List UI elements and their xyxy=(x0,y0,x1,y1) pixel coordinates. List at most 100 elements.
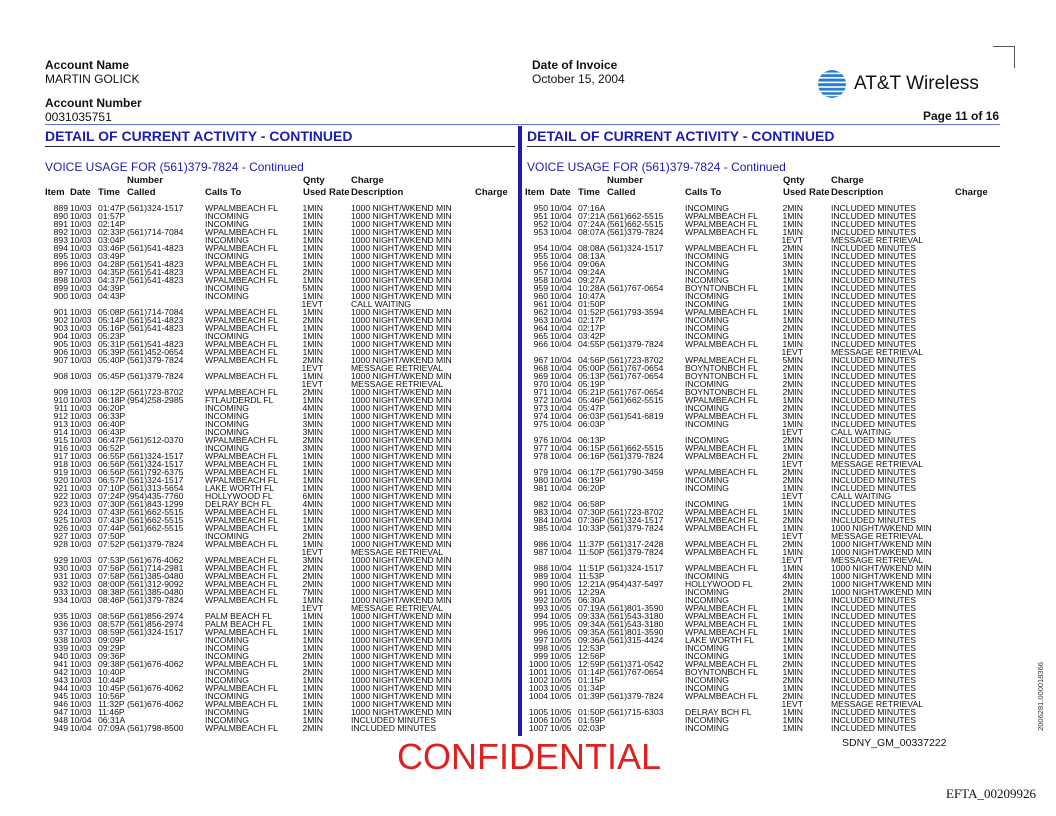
calls-to: INCOMING xyxy=(685,643,729,653)
date: 10/04 xyxy=(550,355,572,365)
calls-to: INCOMING xyxy=(685,331,729,341)
calls-to: WPALMBEACH FL xyxy=(685,619,758,629)
charge-description: INCLUDED MINUTES xyxy=(831,307,916,317)
charge-description: 1000 NIGHT/WKEND MIN xyxy=(351,427,452,437)
table-row: 923 10/03 07:30P (561)843-1299 DELRAY BCH FL… xyxy=(45,499,515,509)
number-called: (561)856-2974 xyxy=(127,619,184,629)
item-number: 924 xyxy=(53,507,68,517)
quantity: 1MIN xyxy=(782,283,803,293)
column-header-description: Description xyxy=(831,187,884,198)
item-number: 954 xyxy=(533,243,548,253)
time: 06:58P xyxy=(578,499,606,509)
quantity: 1MIN xyxy=(302,675,323,685)
time: 06:57P xyxy=(98,475,126,485)
item-number: 1005 xyxy=(528,707,548,717)
table-row: 976 10/04 06:13P INCOMING 2MIN INCLUDED MINUT… xyxy=(525,436,995,445)
date: 10/03 xyxy=(70,587,92,597)
quantity: 1EVT xyxy=(781,427,804,437)
table-row: 921 10/03 07:10P (561)313-5654 LAKE WORTH FL… xyxy=(45,484,515,493)
table-row: 949 10/04 07:09A (561)798-8500 WPALMBEACH FL… xyxy=(45,723,515,733)
date: 10/03 xyxy=(70,203,92,213)
charge-description: 1000 NIGHT/WKEND MIN xyxy=(351,331,452,341)
calls-to: WPALMBEACH FL xyxy=(205,227,278,237)
table-row: 956 10/04 09:06A INCOMING 3MIN INCLUDED MINUT… xyxy=(525,259,995,269)
calls-to: INCOMING xyxy=(205,427,249,437)
item-number: 898 xyxy=(53,275,68,285)
time: 11:46P xyxy=(98,707,125,717)
item-number: 907 xyxy=(53,355,68,365)
table-row: 991 10/05 12:29A INCOMING 2MIN 1000 NIGHT/WKE… xyxy=(525,588,995,597)
time: 03:46P xyxy=(98,243,126,253)
item-number: 926 xyxy=(53,523,68,533)
item-number: 942 xyxy=(53,667,68,677)
table-row: 953 10/04 08:07A (561)379-7824 WPALMBEACH FL… xyxy=(525,228,995,237)
calls-to: BOYNTONBCH FL xyxy=(685,387,758,397)
number-called: (954)437-5497 xyxy=(607,579,664,589)
bates-number: SDNY_GM_00337222 xyxy=(842,737,947,749)
table-row: 1EVT MESSAGE RETRIEVAL xyxy=(525,532,995,541)
date: 10/04 xyxy=(550,243,572,253)
quantity: 1MIN xyxy=(302,331,323,341)
date: 10/04 xyxy=(550,475,572,485)
time: 09:35A xyxy=(578,627,606,637)
item-number: 992 xyxy=(533,595,548,605)
calls-to: WPALMBEACH FL xyxy=(685,219,758,229)
table-row: 907 10/03 05:40P (561)379-7824 WPALMBEACH FL… xyxy=(45,355,515,365)
charge-description: 1000 NIGHT/WKEND MIN xyxy=(351,459,452,469)
calls-to: WPALMBEACH FL xyxy=(685,451,758,461)
calls-to: INCOMING xyxy=(205,219,249,229)
calls-to: WPALMBEACH FL xyxy=(205,555,278,565)
time: 07:30P xyxy=(98,499,126,509)
quantity: 1MIN xyxy=(782,651,803,661)
item-number: 928 xyxy=(53,539,68,549)
table-row: 957 10/04 09:24A INCOMING 1MIN INCLUDED MINUT… xyxy=(525,268,995,277)
charge-description: 1000 NIGHT/WKEND MIN xyxy=(351,275,452,285)
calls-to: INCOMING xyxy=(685,651,729,661)
number-called: (561)385-0480 xyxy=(127,587,184,597)
item-number: 1001 xyxy=(528,667,548,677)
charge-description: INCLUDED MINUTES xyxy=(831,595,916,605)
quantity: 2MIN xyxy=(782,203,803,213)
date: 10/03 xyxy=(70,275,92,285)
time: 06:20P xyxy=(578,483,606,493)
item-number: 896 xyxy=(53,259,68,269)
item-number: 994 xyxy=(533,611,548,621)
time: 03:04P xyxy=(98,235,126,245)
quantity: 2MIN xyxy=(302,435,323,445)
calls-to: INCOMING xyxy=(685,595,729,605)
calls-to: HOLLYWOOD FL xyxy=(685,579,753,589)
number-called: (561)723-8702 xyxy=(607,355,664,365)
item-number: 932 xyxy=(53,579,68,589)
number-called: (561)541-4823 xyxy=(127,267,184,277)
item-number: 925 xyxy=(53,515,68,525)
item-number: 1004 xyxy=(528,691,548,701)
number-called: (561)385-0480 xyxy=(127,571,184,581)
charge-description: INCLUDED MINUTES xyxy=(831,251,916,261)
date: 10/04 xyxy=(70,723,92,733)
date: 10/03 xyxy=(70,667,92,677)
number-called: (561)723-8702 xyxy=(607,507,664,517)
calls-to: WPALMBEACH FL xyxy=(205,659,278,669)
quantity: 1MIN xyxy=(782,715,803,725)
table-row: 990 10/05 12:21A (954)437-5497 HOLLYWOOD FL 2… xyxy=(525,579,995,589)
date: 10/03 xyxy=(70,235,92,245)
subsection-title-right: VOICE USAGE FOR (561)379-7824 - Continue… xyxy=(527,160,786,174)
number-called: (561)379-7824 xyxy=(127,539,184,549)
table-row: 979 10/04 06:17P (561)790-3459 WPALMBEACH FL… xyxy=(525,468,995,477)
date: 10/05 xyxy=(550,651,572,661)
charge-description: 1000 NIGHT/WKEND MIN xyxy=(351,667,452,677)
quantity: 1EVT xyxy=(301,547,324,557)
item-number: 922 xyxy=(53,491,68,501)
item-number: 974 xyxy=(533,411,548,421)
time: 06:56P xyxy=(98,459,126,469)
account-number-label: Account Number xyxy=(45,96,142,110)
quantity: 1MIN xyxy=(302,219,323,229)
table-row: 997 10/05 09:36A (561)315-4424 LAKE WORTH FL… xyxy=(525,636,995,645)
table-row: 898 10/03 04:37P (561)541-4823 WPALMBEACH FL… xyxy=(45,275,515,285)
charge-description: INCLUDED MINUTES xyxy=(831,643,916,653)
time: 06:03P xyxy=(578,419,606,429)
quantity: 1MIN xyxy=(782,603,803,613)
quantity: 1MIN xyxy=(782,251,803,261)
calls-to: INCOMING xyxy=(685,259,729,269)
calls-to: WPALMBEACH FL xyxy=(205,243,278,253)
